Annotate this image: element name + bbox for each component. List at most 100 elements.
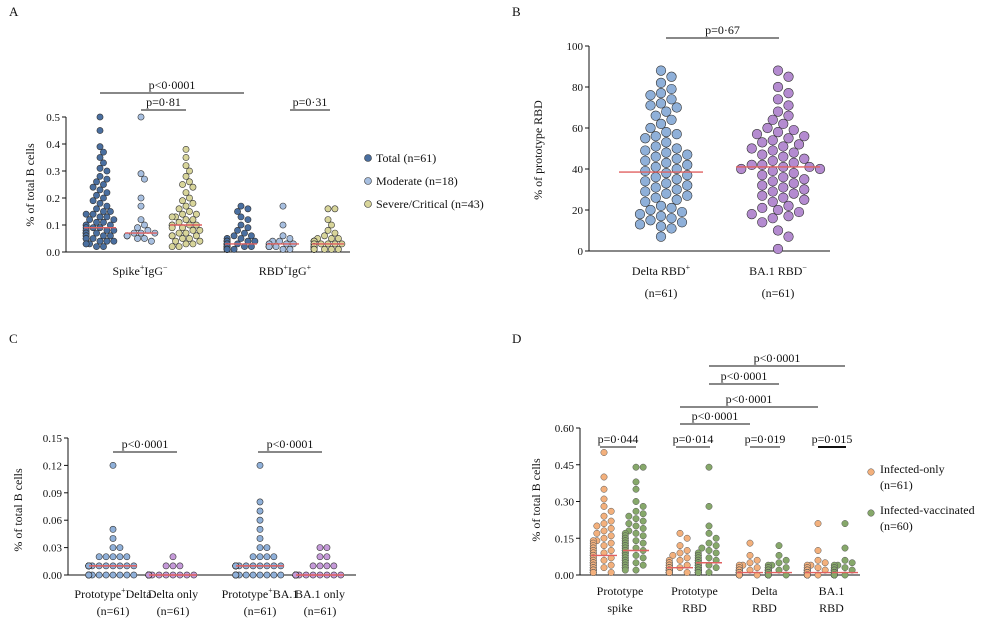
a-data-point — [186, 178, 193, 186]
a-data-point — [328, 235, 335, 242]
d-data-point — [775, 559, 783, 567]
b-category-label: BA.1 RBD− — [749, 263, 807, 278]
a-data-point — [186, 194, 193, 202]
b-data-point — [772, 81, 784, 93]
a-data-point — [230, 245, 238, 253]
d-data-point — [600, 527, 608, 535]
b-data-point — [788, 157, 799, 168]
d-data-point — [632, 515, 640, 523]
a-data-point — [321, 245, 328, 253]
d-data-point — [746, 539, 754, 547]
a-data-point — [96, 154, 104, 161]
d-data-point — [821, 559, 829, 567]
b-data-point — [767, 155, 778, 166]
d-data-point — [712, 534, 720, 542]
a-data-point — [244, 216, 252, 223]
d-data-point — [621, 566, 629, 574]
d-data-point — [639, 539, 647, 547]
b-data-point — [783, 88, 794, 99]
b-data-point — [751, 129, 763, 140]
c-data-point — [256, 553, 264, 561]
c-data-point — [109, 461, 117, 469]
b-data-point — [788, 168, 799, 179]
d-bracket-1-label: p=0·044 — [598, 432, 639, 446]
a-y-tick-label: 0.2 — [46, 193, 60, 205]
panel-d-chart: 0.00 0.15 0.30 0.45 0.60 % of total B cells Pr… — [529, 351, 975, 615]
a-y-tick-label: 0.3 — [46, 166, 60, 178]
b-data-point — [767, 135, 778, 146]
c-data-point — [116, 571, 124, 579]
b-data-point — [640, 133, 651, 144]
d-data-point — [705, 502, 713, 510]
a-data-point — [103, 202, 111, 210]
a-data-point — [182, 202, 190, 210]
a-data-point — [103, 167, 111, 175]
b-data-point — [650, 151, 661, 162]
a-bracket-2-label: p=0·81 — [146, 95, 181, 109]
c-category-n: (n=61) — [157, 604, 190, 618]
c-data-point — [256, 535, 264, 542]
a-data-point — [175, 205, 183, 213]
b-data-point — [793, 206, 805, 218]
a-data-point — [241, 229, 248, 237]
d-data-point — [712, 542, 720, 550]
b-category-n: (n=61) — [645, 286, 678, 300]
d-data-point — [694, 569, 702, 577]
c-data-point — [277, 571, 285, 579]
d-y-tick-label: 0.15 — [555, 533, 575, 545]
c-category-label: Delta only — [148, 587, 198, 601]
d-bracket-2-label: p=0·014 — [673, 432, 714, 446]
d-data-point — [814, 564, 822, 572]
c-data-point — [123, 553, 131, 561]
b-data-point — [640, 176, 651, 187]
a-data-point — [93, 218, 100, 226]
c-data-point — [256, 498, 264, 506]
panel-letter-a: A — [9, 4, 19, 19]
a-data-point — [234, 226, 241, 234]
d-data-point — [632, 463, 640, 471]
b-data-point — [778, 151, 789, 162]
d-data-point — [639, 561, 647, 569]
a-data-point — [82, 240, 90, 248]
d-data-point — [676, 529, 684, 537]
b-data-point — [645, 215, 656, 226]
a-data-point — [96, 213, 104, 221]
d-data-point — [753, 556, 761, 564]
d-data-point — [814, 547, 822, 554]
c-data-point — [169, 553, 177, 561]
a-data-point — [179, 210, 186, 218]
d-data-point — [705, 561, 713, 569]
b-y-tick-label: 40 — [572, 164, 584, 176]
d-y-tick-label: 0.45 — [555, 460, 575, 472]
panel-letter-c: C — [9, 331, 18, 346]
c-y-tick-label: 0.15 — [43, 433, 63, 445]
a-data-point — [175, 243, 183, 250]
b-data-point — [671, 184, 682, 195]
a-data-point — [324, 216, 332, 223]
b-data-point — [788, 178, 799, 189]
a-data-point — [310, 245, 318, 253]
c-category-label: BA.1 only — [295, 587, 345, 601]
c-data-point — [256, 516, 264, 524]
d-data-point — [712, 564, 720, 572]
c-category-label: Prototype+Delta — [74, 586, 152, 601]
d-data-point — [803, 571, 811, 579]
a-data-point — [334, 235, 342, 242]
b-data-point — [671, 174, 682, 185]
a-data-point — [286, 245, 294, 253]
b-data-point — [655, 211, 667, 222]
c-data-point — [95, 553, 103, 561]
a-data-point — [189, 199, 197, 207]
a-data-point — [179, 235, 186, 242]
d-data-point — [607, 547, 615, 554]
d-data-point — [705, 529, 713, 537]
a-data-point — [328, 221, 335, 229]
b-data-point — [757, 149, 768, 160]
a-data-point — [96, 127, 104, 134]
d-data-point — [639, 463, 647, 471]
c-data-point — [249, 571, 257, 579]
d-data-point — [639, 554, 647, 562]
b-y-tick-label: 60 — [572, 123, 584, 135]
b-data-point — [655, 98, 667, 109]
d-data-point — [676, 542, 684, 550]
